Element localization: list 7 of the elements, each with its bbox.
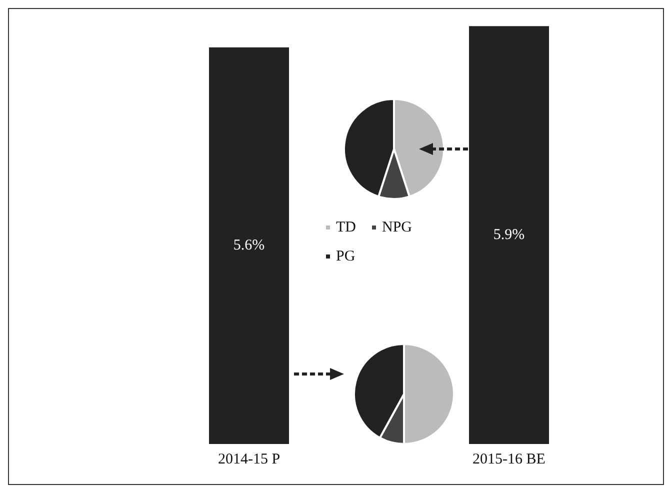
legend-label: NPG [382,220,412,236]
legend-label: PG [336,248,356,264]
data-label: 5.9% [493,227,525,244]
data-label: 5.6% [233,238,265,254]
legend-label: TD [336,220,356,236]
x-tick-label: 2015-16 BE [472,452,546,468]
x-tick-label: 2014-15 P [218,452,280,468]
